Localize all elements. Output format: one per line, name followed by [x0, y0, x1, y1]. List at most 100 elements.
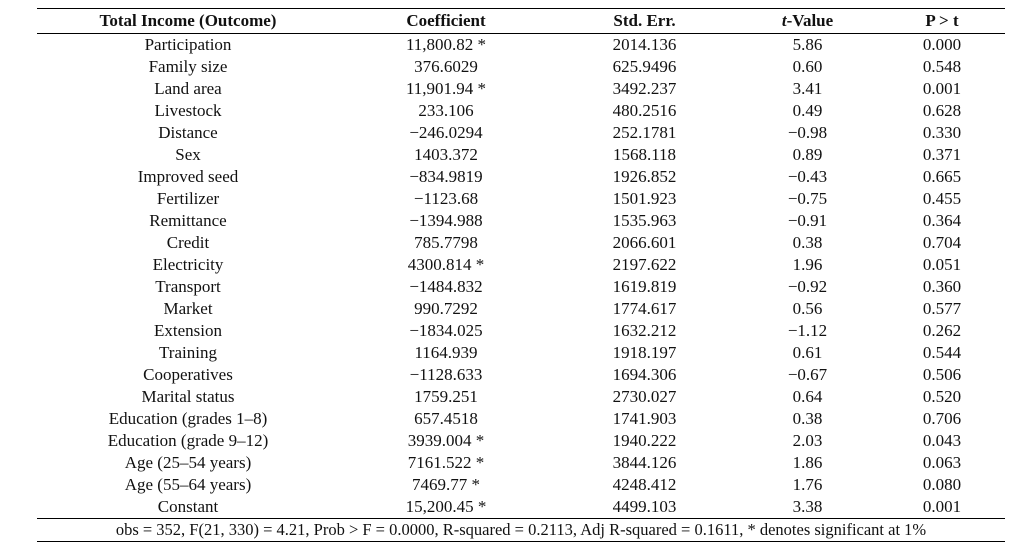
cell-std-err: 1940.222 [612, 431, 677, 450]
table-row: Education (grades 1–8) 657.4518 1741.903… [37, 408, 1005, 430]
cell-variable: Age (55–64 years) [124, 475, 252, 494]
cell-coefficient: 4300.814 * [407, 255, 485, 274]
cell-t-value: −0.98 [787, 123, 828, 142]
cell-t-value: 0.38 [792, 409, 823, 428]
table-row: Electricity 4300.814 * 2197.622 1.96 0.0… [37, 254, 1005, 276]
cell-coefficient: 990.7292 [414, 299, 478, 318]
cell-t-value: 1.86 [792, 453, 823, 472]
cell-p-value: 0.000 [922, 35, 962, 54]
header-std-err: Std. Err. [613, 11, 676, 30]
table-row: Age (55–64 years) 7469.77 * 4248.412 1.7… [37, 474, 1005, 496]
cell-t-value: 0.64 [792, 387, 823, 406]
bottom-rule [37, 541, 1005, 542]
cell-t-value: 0.89 [792, 145, 823, 164]
cell-coefficient: −1834.025 [409, 321, 483, 340]
cell-p-value: 0.051 [922, 255, 962, 274]
cell-std-err: 1619.819 [612, 277, 677, 296]
cell-p-value: 0.001 [922, 79, 962, 98]
header-rule [37, 33, 1005, 34]
table-body: Participation 11,800.82 * 2014.136 5.86 … [37, 34, 1005, 518]
table-row: Livestock 233.106 480.2516 0.49 0.628 [37, 100, 1005, 122]
cell-std-err: 4499.103 [612, 497, 677, 516]
cell-std-err: 3844.126 [612, 453, 677, 472]
table-row: Sex 1403.372 1568.118 0.89 0.371 [37, 144, 1005, 166]
cell-t-value: 2.03 [792, 431, 823, 450]
cell-t-value: −0.75 [787, 189, 828, 208]
cell-variable: Fertilizer [156, 189, 220, 208]
cell-coefficient: 7161.522 * [407, 453, 485, 472]
cell-std-err: 2730.027 [612, 387, 677, 406]
cell-coefficient: 1164.939 [414, 343, 478, 362]
table-row: Credit 785.7798 2066.601 0.38 0.704 [37, 232, 1005, 254]
cell-coefficient: −1394.988 [409, 211, 483, 230]
header-t-italic: t [781, 11, 787, 30]
cell-p-value: 0.704 [922, 233, 962, 252]
cell-std-err: 1568.118 [612, 145, 677, 164]
cell-variable: Electricity [152, 255, 224, 274]
cell-t-value: −0.92 [787, 277, 828, 296]
cell-coefficient: 1759.251 [414, 387, 478, 406]
table-row: Participation 11,800.82 * 2014.136 5.86 … [37, 34, 1005, 56]
header-t-rest: -Value [786, 11, 834, 30]
table-row: Marital status 1759.251 2730.027 0.64 0.… [37, 386, 1005, 408]
cell-coefficient: 1403.372 [414, 145, 478, 164]
cell-variable: Constant [157, 497, 219, 516]
cell-coefficient: 3939.004 * [407, 431, 485, 450]
cell-variable: Participation [144, 35, 232, 54]
cell-p-value: 0.577 [922, 299, 962, 318]
cell-coefficient: 657.4518 [414, 409, 478, 428]
cell-p-value: 0.520 [922, 387, 962, 406]
cell-p-value: 0.043 [922, 431, 962, 450]
cell-t-value: 3.38 [792, 497, 823, 516]
header-t-value: t-Value [736, 10, 879, 32]
cell-variable: Land area [154, 79, 222, 98]
cell-coefficient: 785.7798 [414, 233, 478, 252]
cell-t-value: 3.41 [792, 79, 823, 98]
cell-variable: Age (25–54 years) [124, 453, 252, 472]
cell-coefficient: 11,800.82 * [405, 35, 487, 54]
cell-p-value: 0.063 [922, 453, 962, 472]
cell-t-value: 0.56 [792, 299, 823, 318]
cell-t-value: 0.38 [792, 233, 823, 252]
cell-coefficient: −834.9819 [409, 167, 483, 186]
cell-t-value: 0.49 [792, 101, 823, 120]
cell-coefficient: −1128.633 [409, 365, 483, 384]
cell-p-value: 0.371 [922, 145, 962, 164]
cell-std-err: 1694.306 [612, 365, 677, 384]
cell-t-value: 1.96 [792, 255, 823, 274]
cell-std-err: 1918.197 [612, 343, 677, 362]
regression-table: Total Income (Outcome) Coefficient Std. … [37, 8, 1005, 542]
cell-p-value: 0.544 [922, 343, 962, 362]
cell-std-err: 480.2516 [612, 101, 677, 120]
table-row: Transport −1484.832 1619.819 −0.92 0.360 [37, 276, 1005, 298]
cell-p-value: 0.080 [922, 475, 962, 494]
table-row: Market 990.7292 1774.617 0.56 0.577 [37, 298, 1005, 320]
cell-coefficient: −246.0294 [409, 123, 483, 142]
cell-p-value: 0.455 [922, 189, 962, 208]
cell-std-err: 625.9496 [612, 57, 677, 76]
cell-p-value: 0.262 [922, 321, 962, 340]
cell-coefficient: 11,901.94 * [405, 79, 487, 98]
cell-t-value: 5.86 [792, 35, 823, 54]
cell-std-err: 1926.852 [612, 167, 677, 186]
cell-std-err: 2197.622 [612, 255, 677, 274]
cell-std-err: 1632.212 [612, 321, 677, 340]
cell-variable: Credit [166, 233, 210, 252]
table-row: Fertilizer −1123.68 1501.923 −0.75 0.455 [37, 188, 1005, 210]
cell-variable: Training [159, 343, 217, 362]
cell-variable: Market [163, 299, 213, 318]
cell-variable: Transport [155, 277, 221, 296]
cell-std-err: 1774.617 [612, 299, 677, 318]
footnote-rule [37, 518, 1005, 519]
cell-std-err: 2066.601 [612, 233, 677, 252]
cell-variable: Remittance [149, 211, 227, 230]
table-row: Family size 376.6029 625.9496 0.60 0.548 [37, 56, 1005, 78]
table-row: Cooperatives −1128.633 1694.306 −0.67 0.… [37, 364, 1005, 386]
cell-coefficient: 15,200.45 * [405, 497, 487, 516]
cell-coefficient: −1123.68 [413, 189, 479, 208]
cell-variable: Improved seed [137, 167, 239, 186]
cell-t-value: −0.91 [787, 211, 828, 230]
cell-p-value: 0.506 [922, 365, 962, 384]
cell-std-err: 2014.136 [612, 35, 677, 54]
cell-std-err: 1741.903 [612, 409, 677, 428]
